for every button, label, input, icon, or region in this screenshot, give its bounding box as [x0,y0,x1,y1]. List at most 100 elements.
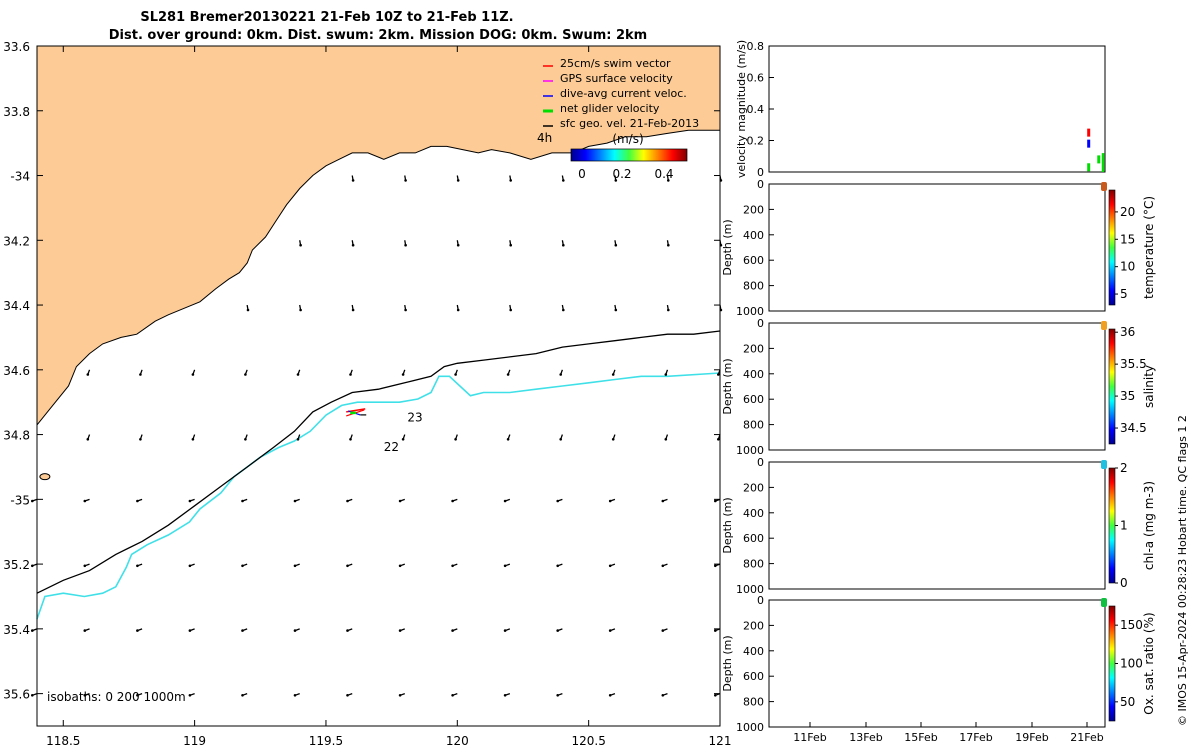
profile2-ytick-label: 0 [757,317,764,330]
profile2-ylabel: Depth (m) [721,358,734,414]
isobath-1000m [36,330,721,594]
profile2-ytick-label: 1000 [736,444,764,457]
geo-arrowhead [241,694,244,697]
geo-arrowhead [503,629,507,632]
geo-arrowhead [559,438,562,441]
speed-colorbar-label: (m/s) [612,132,643,146]
panel0-ytick-label: 0.2 [747,135,765,148]
geo-arrowhead [83,564,87,568]
geo-arrowhead [346,629,349,632]
geo-arrowhead [351,243,355,247]
profile2-ytick-label: 200 [743,342,764,355]
profile3-marker [1101,460,1107,469]
profile1-ytick-label: 200 [743,203,764,216]
map-ytick-label: 34.6 [3,364,30,378]
geo-arrowhead [401,373,405,376]
geo-arrowhead [299,243,302,247]
geo-arrowhead [86,438,90,441]
geo-arrowhead [717,373,720,376]
geo-arrowhead [506,373,510,376]
geo-arrowhead [664,373,668,376]
legend-item-geo: sfc geo. vel. 21-Feb-2013 [543,117,699,130]
geo-arrowhead [86,373,90,376]
time-xtick-label: 11Feb [793,731,826,744]
map-ytick-label: -34 [10,170,30,184]
profile3-ytick-label: 600 [743,532,764,545]
legend-label-dive: dive-avg current veloc. [560,87,687,100]
legend-item-dive: dive-avg current veloc. [543,87,687,100]
geo-arrowhead [293,564,297,568]
map-xtick-label: 120 [446,734,469,748]
profile3-colorbar [1108,467,1116,584]
geo-arrowhead [293,629,297,632]
geo-arrowhead [244,438,247,441]
geo-arrowhead [667,179,670,182]
profile4-ytick-label: 200 [743,619,764,632]
geo-arrowhead [401,438,405,441]
profile2-ytick-label: 600 [743,393,764,406]
title-line-2: Dist. over ground: 0km. Dist. swum: 2km.… [109,28,647,43]
geo-arrowhead [31,694,34,697]
geo-arrowhead [611,438,615,441]
geo-arrowhead [454,438,457,441]
profile1-marker [1101,182,1107,191]
geo-arrowhead [398,499,402,503]
profile3-ytick-label: 800 [743,558,764,571]
legend-label-swim: 25cm/s swim vector [560,57,671,70]
geo-arrowhead [714,694,717,697]
geo-arrowhead [661,499,665,503]
velocity-point-swim [1087,128,1091,137]
legend-label-net: net glider velocity [560,102,660,115]
geo-arrowhead [559,373,562,376]
geo-arrowhead [456,243,460,247]
geo-arrowhead [31,564,34,568]
profile-panel-frame-1 [768,183,1106,312]
map-annotation-23: 23 [407,411,422,425]
profile4-colorbar-title: Ox. sat. ratio (%) [1142,612,1156,714]
map-xtick-label: 120.5 [571,734,605,748]
geo-arrowhead [556,564,559,568]
profile1-colorbar-label: 15 [1120,232,1135,246]
geo-arrowhead [136,564,139,568]
geo-arrowhead [83,499,87,503]
geo-arrowhead [451,564,454,568]
geo-arrowhead [454,373,457,376]
geo-arrowhead [83,694,87,697]
geo-arrowhead [608,499,612,503]
geo-arrowhead [244,373,247,376]
geo-arrowhead [456,308,460,312]
geo-arrowhead [661,694,665,697]
profile1-colorbar [1108,189,1116,306]
geo-arrowhead [398,629,402,632]
profile2-colorbar-label: 34.5 [1120,421,1147,435]
geo-arrowhead [299,308,302,312]
geo-arrowhead [188,629,192,632]
legend-label-geo: sfc geo. vel. 21-Feb-2013 [560,117,699,130]
geo-arrowhead [614,308,618,312]
geo-arrowhead [188,499,192,503]
velocity-panel-frame [768,45,1106,173]
map-ytick-label: 34.4 [3,299,30,313]
profile1-ytick-label: 400 [743,229,764,242]
geo-arrowhead [614,243,618,247]
land-coastline [36,45,721,427]
panel0-ylabel: velocity magnitude (m/s) [735,40,748,178]
profile3-ylabel: Depth (m) [721,497,734,553]
profile4-colorbar-label: 150 [1120,618,1143,632]
profile3-ytick-label: 200 [743,481,764,494]
geo-arrowhead [608,694,612,697]
profile-panel-frame-2 [768,322,1106,451]
geo-arrowhead [241,564,244,568]
profile2-colorbar-label: 36 [1120,325,1135,339]
speed-colorbar-tick-2: 0.4 [654,167,673,181]
geo-arrowhead [509,243,512,247]
geo-arrowhead [608,564,612,568]
time-xtick-label: 13Feb [849,731,882,744]
profile3-ytick-label: 0 [757,456,764,469]
geo-arrowhead [562,243,565,247]
geo-arrowhead [188,694,192,697]
geo-arrowhead [661,564,665,568]
map-ytick-label: 33.8 [3,105,30,119]
map-legend: 25cm/s swim vector GPS surface velocity … [537,57,699,181]
